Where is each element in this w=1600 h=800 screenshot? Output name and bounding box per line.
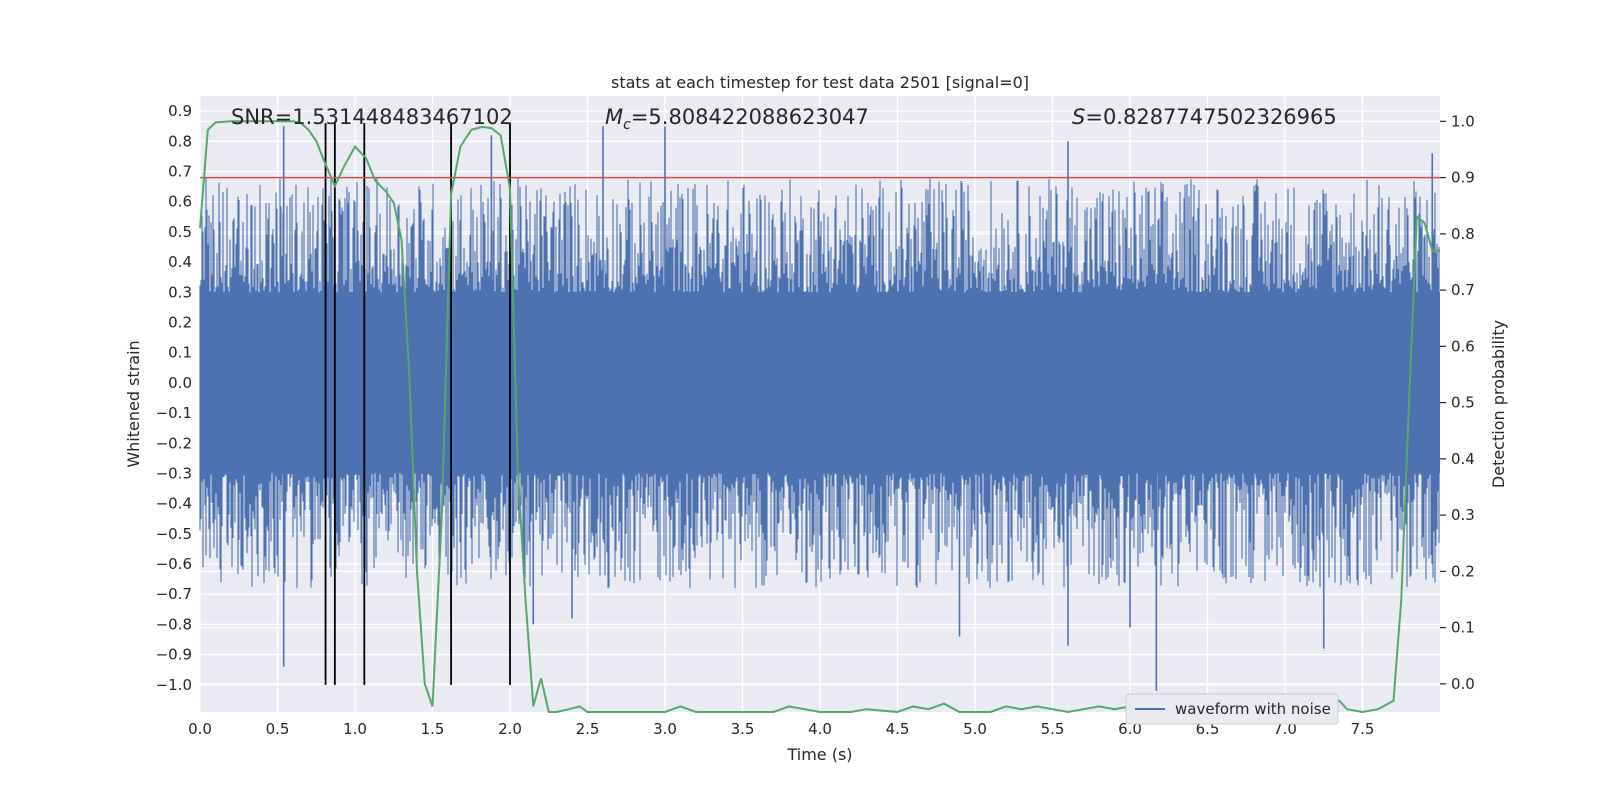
y-tick-label: 0.0: [168, 374, 192, 392]
y-tick-label: 0.5: [168, 223, 192, 241]
waveform-series: [199, 126, 1440, 691]
x-tick-label: 3.0: [653, 720, 677, 738]
snr-annotation: SNR=1.531448483467102: [231, 105, 513, 129]
s-annotation: S=0.8287747502326965: [1072, 105, 1337, 129]
y-tick-label: −0.2: [156, 434, 192, 452]
s-symbol: S: [1072, 105, 1085, 129]
y2-axis-label: Detection probability: [1489, 320, 1508, 488]
legend: waveform with noise: [1125, 693, 1339, 725]
y2-tick-label: 0.9: [1451, 169, 1475, 187]
y-tick-label: −0.4: [156, 495, 192, 513]
x-tick-label: 1.5: [421, 720, 445, 738]
y-tick-label: −0.7: [156, 585, 192, 603]
y-tick-label: 0.8: [168, 132, 192, 150]
y2-tick-label: 0.1: [1451, 619, 1475, 637]
y-tick-label: −1.0: [156, 676, 192, 694]
y-tick-label: 0.1: [168, 344, 192, 362]
y-tick-label: −0.5: [156, 525, 192, 543]
chirp-mass-symbol: M: [605, 105, 623, 129]
y2-tick-label: 1.0: [1451, 112, 1475, 130]
s-value: =0.8287747502326965: [1085, 105, 1336, 129]
y-tick-label: 0.4: [168, 253, 192, 271]
x-axis-label: Time (s): [786, 745, 852, 764]
y-tick-label: −0.3: [156, 464, 192, 482]
y-tick-label: 0.6: [168, 193, 192, 211]
chart-title: stats at each timestep for test data 250…: [611, 73, 1029, 92]
x-tick-label: 5.5: [1041, 720, 1065, 738]
y-tick-label: 0.3: [168, 283, 192, 301]
y-tick-label: 0.2: [168, 313, 192, 331]
y2-axis-ticks: 1.0 0.9 0.8 0.7 0.6 0.5 0.4 0.3 0.2 0.1 0.0: [1440, 112, 1475, 693]
x-tick-label: 7.5: [1351, 720, 1375, 738]
x-tick-label: 3.5: [731, 720, 755, 738]
y-tick-label: −0.8: [156, 615, 192, 633]
x-tick-label: 0.5: [266, 720, 290, 738]
x-tick-label: 0.0: [188, 720, 212, 738]
x-tick-label: 4.0: [808, 720, 832, 738]
legend-waveform-label: waveform with noise: [1175, 700, 1331, 718]
y2-tick-label: 0.3: [1451, 506, 1475, 524]
y2-tick-label: 0.5: [1451, 394, 1475, 412]
y-tick-label: −0.1: [156, 404, 192, 422]
x-tick-label: 1.0: [343, 720, 367, 738]
chirp-mass-value: =5.808422088623047: [631, 105, 869, 129]
y-axis-label: Whitened strain: [124, 340, 143, 467]
legend-box: [1125, 693, 1339, 725]
chirp-mass-annotation: Mc=5.808422088623047: [605, 105, 869, 133]
vertical-markers: [324, 123, 511, 685]
y-tick-label: −0.6: [156, 555, 192, 573]
y2-tick-label: 0.2: [1451, 562, 1475, 580]
y2-tick-label: 0.4: [1451, 450, 1475, 468]
y2-tick-label: 0.7: [1451, 281, 1475, 299]
y-tick-label: 0.9: [168, 102, 192, 120]
x-tick-label: 5.0: [963, 720, 987, 738]
y2-tick-label: 0.8: [1451, 225, 1475, 243]
y-tick-label: 0.7: [168, 162, 192, 180]
chirp-mass-subscript: c: [623, 117, 631, 133]
y2-tick-label: 0.6: [1451, 337, 1475, 355]
y-tick-label: −0.9: [156, 646, 192, 664]
waveform-noise: [199, 177, 1440, 589]
y2-tick-label: 0.0: [1451, 675, 1475, 693]
x-tick-label: 2.0: [498, 720, 522, 738]
x-tick-label: 2.5: [576, 720, 600, 738]
x-tick-label: 4.5: [886, 720, 910, 738]
y-axis-ticks: 0.9 0.8 0.7 0.6 0.5 0.4 0.3 0.2 0.1 0.0 −0.1 −0.2 −0…: [156, 102, 192, 694]
